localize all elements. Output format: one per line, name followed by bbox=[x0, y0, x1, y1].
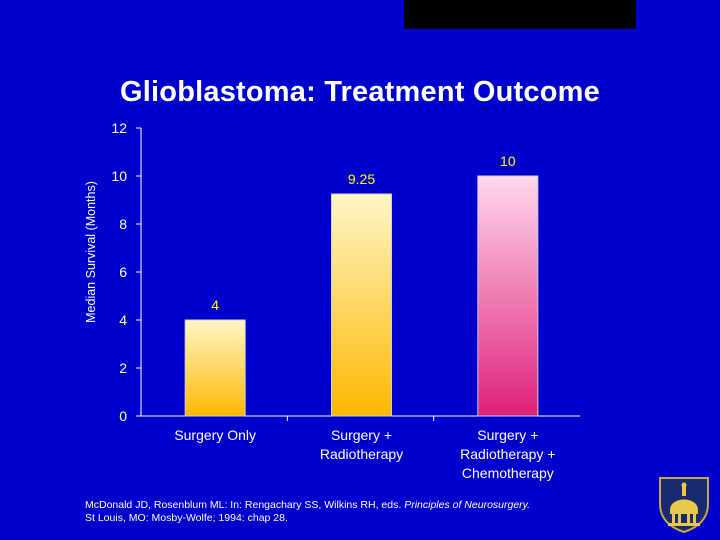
black-header-box bbox=[404, 0, 636, 29]
slide-title: Glioblastoma: Treatment Outcome bbox=[120, 76, 600, 108]
category-label-3: Radiotherapy + bbox=[460, 446, 555, 462]
bar-2 bbox=[331, 193, 392, 417]
category-label-3: Chemotherapy bbox=[462, 465, 554, 481]
dome-shield-icon bbox=[659, 477, 709, 534]
bar-1 bbox=[184, 319, 246, 417]
y-tick-label: 0 bbox=[119, 408, 127, 424]
bar-3 bbox=[477, 175, 539, 417]
category-label-1: Surgery Only bbox=[174, 427, 256, 443]
y-tick-label: 8 bbox=[119, 216, 127, 232]
y-tick-label: 6 bbox=[119, 264, 127, 280]
y-axis-title: Median Survival (Months) bbox=[84, 181, 98, 323]
y-tick-label: 4 bbox=[119, 312, 127, 328]
data-label-1: 4 bbox=[211, 297, 219, 313]
y-tick-label: 2 bbox=[119, 360, 127, 376]
citation-publisher: St Louis, MO: Mosby-Wolfe; 1994: chap 28… bbox=[85, 512, 288, 524]
data-label-3: 10 bbox=[500, 153, 516, 169]
category-label-2: Radiotherapy bbox=[320, 446, 403, 462]
category-label-2: Surgery + bbox=[331, 427, 392, 443]
citation-authors: McDonald JD, Rosenblum ML: In: Rengachar… bbox=[85, 499, 405, 511]
y-tick-label: 12 bbox=[111, 120, 127, 136]
data-label-2: 9.25 bbox=[348, 171, 375, 187]
citation-book-title: Principles of Neurosurgery. bbox=[404, 499, 531, 511]
citation: McDonald JD, Rosenblum ML: In: Rengachar… bbox=[85, 499, 645, 525]
category-label-3: Surgery + bbox=[477, 427, 538, 443]
y-tick-label: 10 bbox=[111, 168, 127, 184]
